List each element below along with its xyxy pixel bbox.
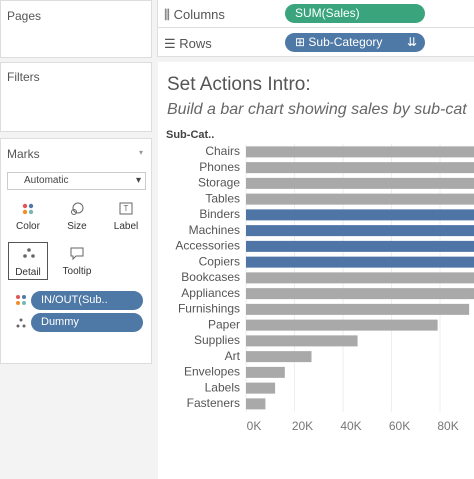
in-out-pill[interactable]: IN/OUT(Sub.. (31, 291, 143, 310)
detail-label: Detail (15, 267, 41, 278)
bar (246, 256, 474, 268)
sum-sales-pill[interactable]: SUM(Sales) (285, 4, 425, 23)
label-button[interactable]: T Label (106, 197, 146, 235)
color-icon (22, 203, 34, 215)
rows-label: ☰ Rows (164, 36, 212, 51)
color-label: Color (16, 221, 40, 232)
columns-label: ⫼ Columns (164, 7, 225, 22)
bar (246, 177, 474, 189)
detail-icon (23, 248, 35, 258)
category-label: Paper (208, 317, 240, 331)
size-label: Size (67, 221, 87, 232)
bar (246, 303, 470, 315)
category-label: Appliances (181, 286, 240, 300)
category-label: Phones (199, 160, 240, 174)
columns-text: Columns (173, 7, 225, 22)
bar (246, 382, 276, 394)
bar (246, 146, 474, 158)
marks-menu[interactable]: ▾ (139, 148, 144, 157)
chart-title: Set Actions Intro: (167, 74, 311, 95)
sort-icon: ⇊ (406, 35, 417, 49)
sum-sales-label: SUM(Sales) (295, 6, 360, 20)
category-label: Tables (205, 191, 240, 205)
sub-category-label: Sub-Category (308, 35, 383, 49)
color-button[interactable]: Color (8, 197, 48, 235)
mark-type: Automatic (24, 175, 69, 186)
bar (246, 398, 266, 410)
svg-text:T: T (124, 204, 129, 213)
bar (246, 272, 474, 284)
detail-field-icon (16, 318, 26, 328)
x-tick-label: 40K (340, 419, 361, 433)
size-button[interactable]: Size (57, 197, 97, 235)
bar (246, 288, 474, 300)
category-label: Bookcases (181, 270, 240, 284)
marks-card: Marks ▾ Automatic ▾ Color Size T Label De… (0, 138, 152, 364)
tooltip-button[interactable]: Tooltip (57, 242, 97, 280)
view: Set Actions Intro: Build a bar chart sho… (158, 62, 474, 479)
category-label: Fasteners (187, 396, 240, 410)
pages-card: Pages (0, 0, 152, 58)
category-label: Envelopes (184, 365, 240, 379)
bar (246, 193, 474, 205)
category-label: Chairs (205, 144, 240, 158)
x-tick-label: 60K (389, 419, 410, 433)
left-blank (0, 366, 152, 479)
filters-label: Filters (7, 70, 40, 84)
category-label: Accessories (175, 239, 240, 253)
row-header: Sub-Cat.. (166, 129, 214, 141)
sub-category-pill[interactable]: ⊞ Sub-Category ⇊ (285, 33, 425, 52)
x-tick-label: 20K (292, 419, 313, 433)
dummy-pill[interactable]: Dummy (31, 313, 143, 332)
dummy-label: Dummy (41, 316, 79, 328)
x-tick-label: 0K (247, 419, 262, 433)
in-out-label: IN/OUT(Sub.. (41, 294, 108, 306)
filters-card: Filters (0, 62, 152, 132)
category-label: Art (225, 349, 241, 363)
bar (246, 209, 474, 221)
category-label: Binders (199, 207, 240, 221)
bar (246, 162, 474, 174)
color-field-icon (16, 295, 26, 305)
pages-label: Pages (7, 9, 42, 23)
category-label: Labels (205, 380, 240, 394)
chart-subtitle: Build a bar chart showing sales by sub-c… (167, 101, 467, 118)
rows-shelf: ☰ Rows ⊞ Sub-Category ⇊ (157, 28, 474, 57)
category-label: Machines (189, 223, 240, 237)
bar (246, 240, 474, 252)
rows-text: Rows (179, 36, 212, 51)
x-tick-label: 80K (437, 419, 458, 433)
columns-shelf: ⫼ Columns SUM(Sales) (157, 0, 474, 28)
bar (246, 335, 358, 347)
bar (246, 351, 312, 363)
label-label: Label (113, 221, 139, 232)
size-icon (71, 202, 84, 215)
category-label: Copiers (199, 254, 240, 268)
category-label: Storage (198, 176, 240, 190)
tooltip-label: Tooltip (62, 266, 92, 277)
detail-button[interactable]: Detail (8, 242, 48, 280)
bar (246, 366, 285, 378)
marks-label: Marks (7, 147, 40, 161)
category-label: Supplies (194, 333, 240, 347)
category-label: Furnishings (178, 302, 240, 316)
bar (246, 225, 474, 237)
label-icon: T (119, 202, 133, 215)
tooltip-icon (70, 247, 84, 261)
mark-type-dropdown[interactable]: Automatic ▾ (7, 172, 146, 190)
dropdown-arrow: ▾ (135, 175, 141, 186)
bar (246, 319, 438, 331)
